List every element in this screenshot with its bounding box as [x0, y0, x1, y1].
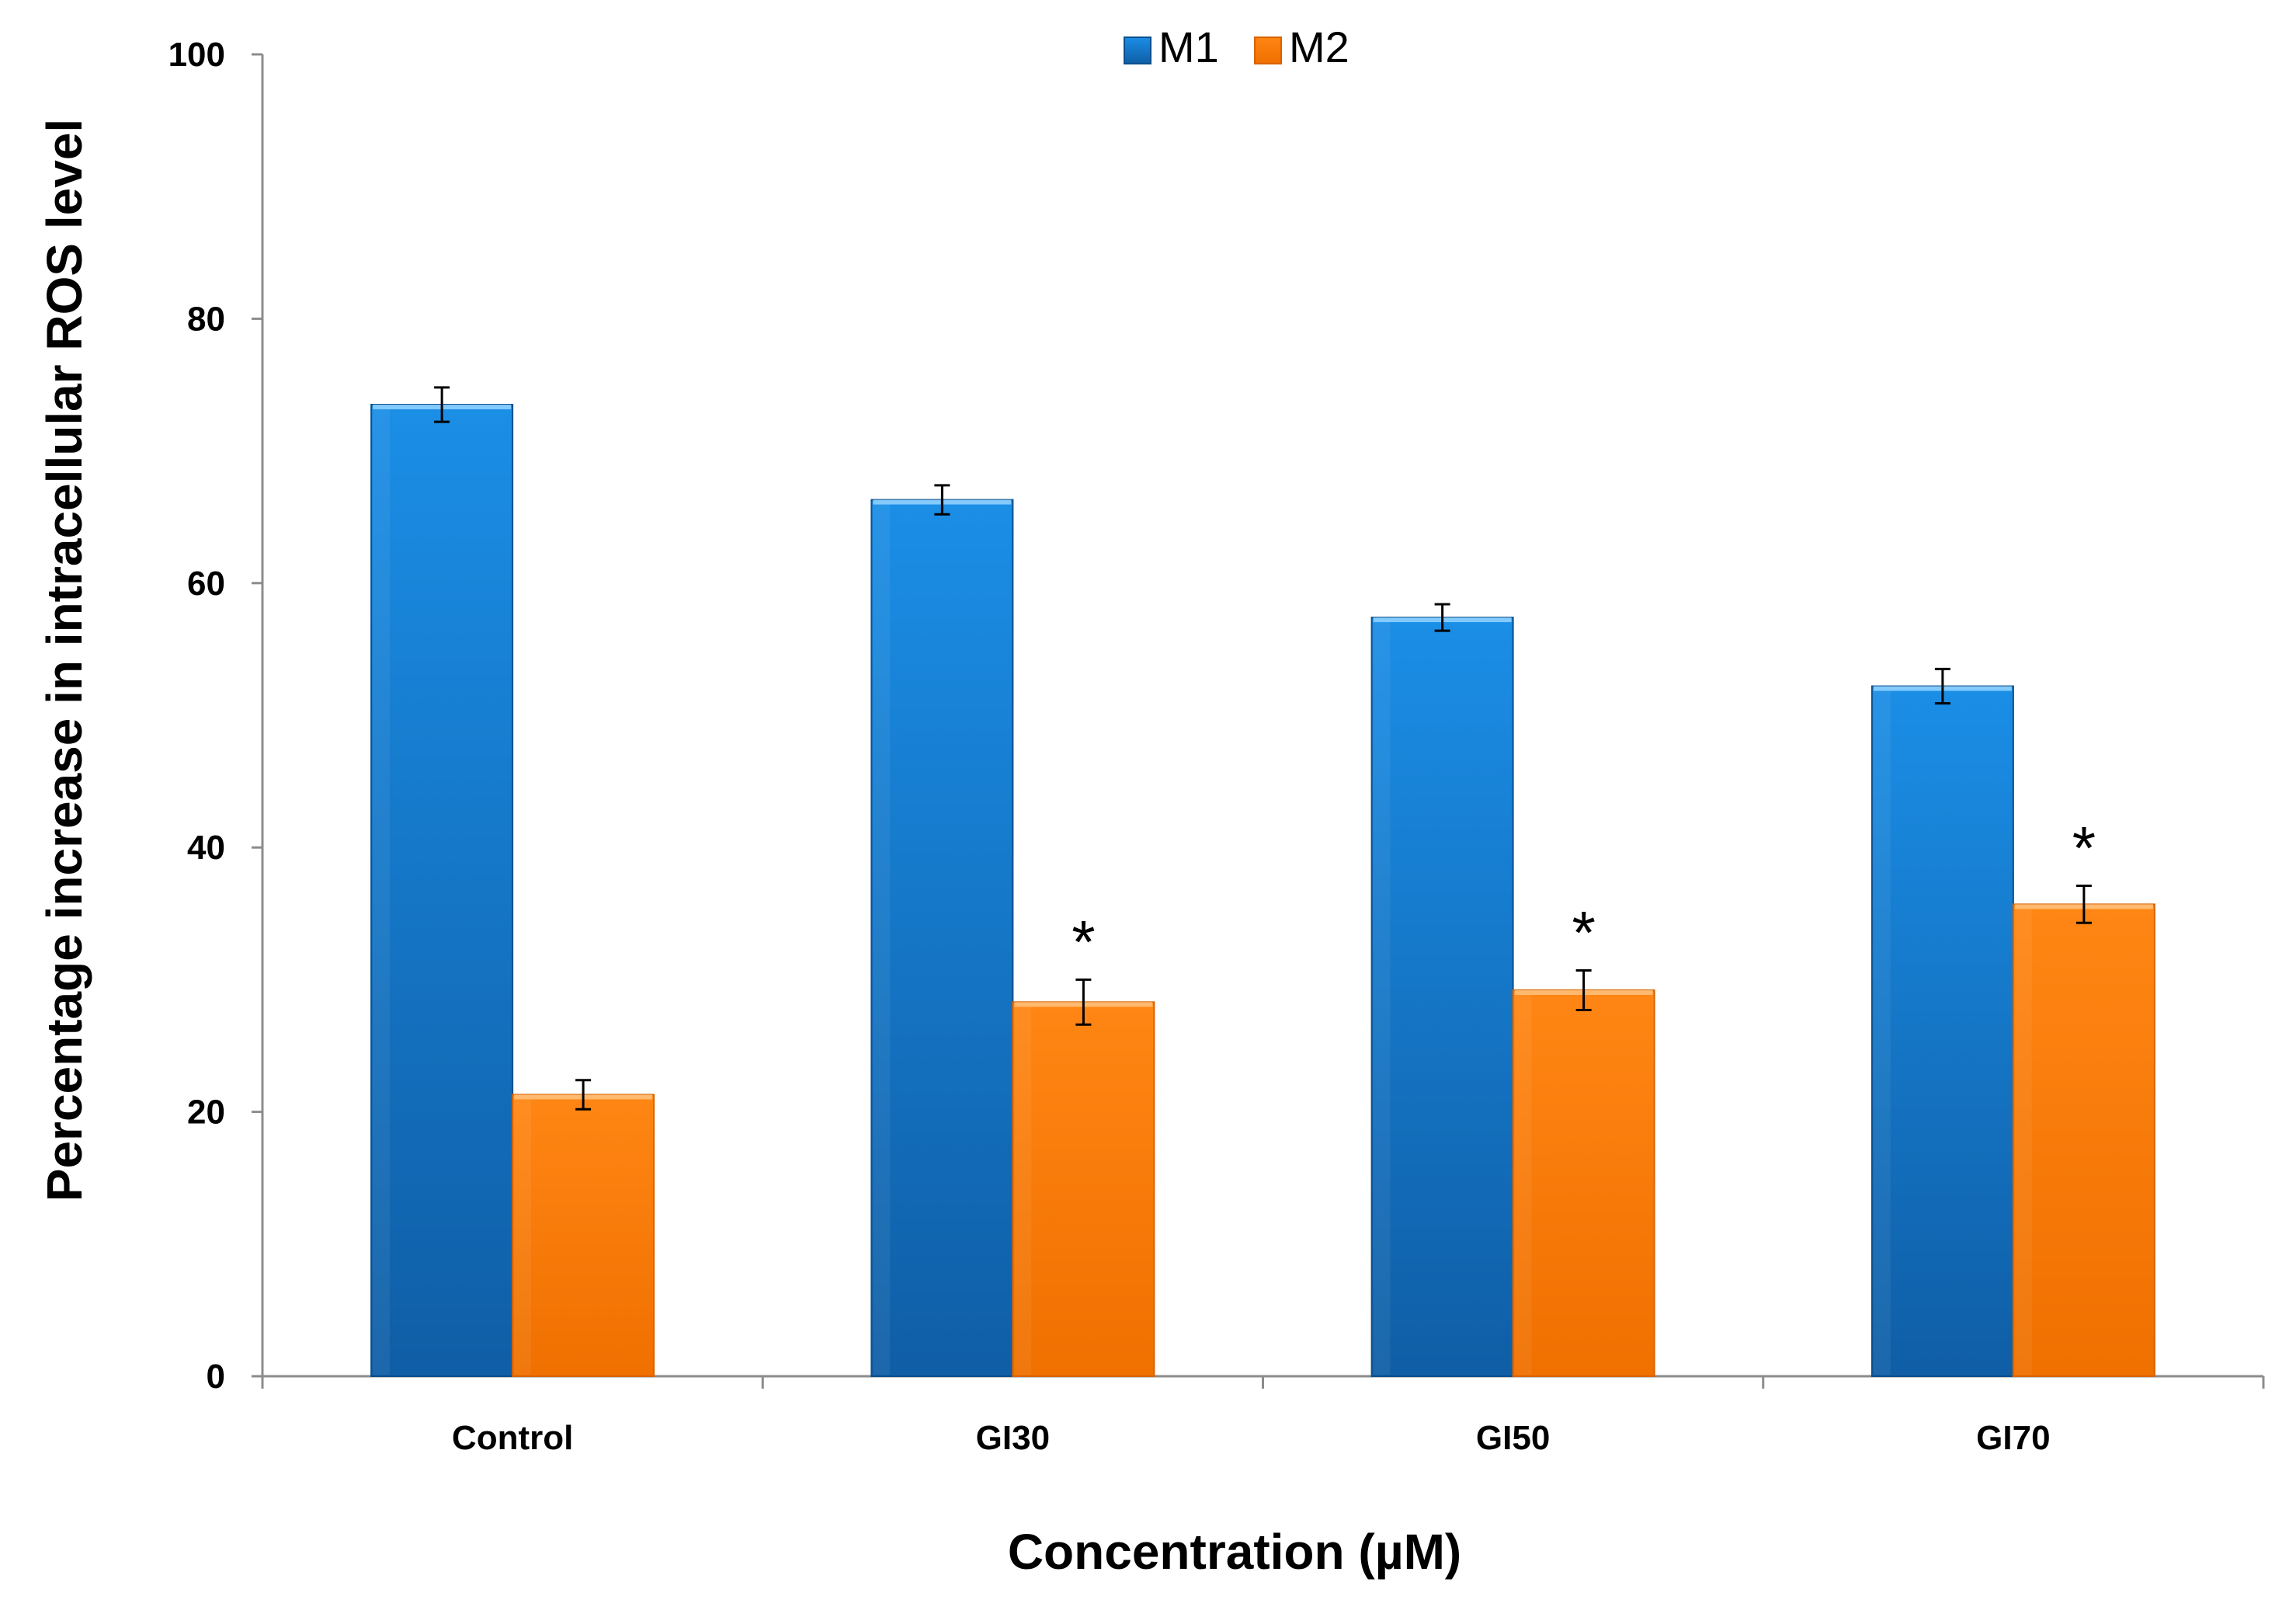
bar-side-highlight [373, 409, 390, 1375]
bar-side-highlight [1373, 622, 1391, 1375]
legend-label: M1 [1158, 23, 1219, 71]
error-bar [575, 1079, 592, 1111]
legend-item-m1: M1 [1124, 23, 1219, 71]
y-axis-title: Percentage increase in intracellular ROS… [36, 119, 92, 1201]
legend: M1 M2 [1124, 23, 1349, 71]
error-bar [934, 484, 950, 516]
error-bar [1075, 978, 1092, 1026]
x-tick-label: Control [452, 1419, 573, 1457]
bar-m2-gi70 [2012, 903, 2155, 1377]
bar-m1-gi50 [1370, 617, 1514, 1377]
error-bar [1575, 968, 1592, 1012]
bar-m1-control [370, 404, 514, 1377]
x-tick-label: GI30 [976, 1419, 1050, 1457]
error-bar [1434, 603, 1450, 632]
error-bar [434, 386, 450, 423]
x-tick-label: GI50 [1476, 1419, 1550, 1457]
annotations: * * * [1072, 814, 2096, 976]
x-axis-title: Concentration (µM) [1008, 1524, 1461, 1580]
y-tick-label: 80 [187, 300, 225, 338]
bar-side-highlight [2014, 909, 2032, 1375]
y-tick-label: 60 [187, 565, 225, 603]
y-tick-label: 100 [168, 36, 225, 74]
bar-m1-gi70 [1870, 685, 2014, 1377]
error-bar [1934, 667, 1950, 705]
bar-m2-control [512, 1094, 655, 1377]
legend-swatch [1124, 37, 1151, 64]
significance-asterisk: * [1072, 907, 1095, 975]
bar-side-highlight [514, 1099, 531, 1375]
legend-item-m2: M2 [1254, 23, 1349, 71]
legend-label: M2 [1289, 23, 1349, 71]
y-tick-label: 20 [187, 1094, 225, 1132]
bars [370, 404, 2155, 1377]
y-tick-label: 0 [207, 1358, 225, 1396]
error-bar [2075, 885, 2092, 924]
bar-m1-gi30 [870, 499, 1014, 1377]
x-tick-label: GI70 [1976, 1419, 2050, 1457]
x-axis: Control GI30 GI50 GI70 [261, 1375, 2265, 1457]
error-bars [434, 386, 2092, 1111]
bar-side-highlight [1014, 1007, 1032, 1375]
y-axis: 0 20 40 60 80 100 [168, 36, 264, 1396]
bar-side-highlight [1514, 995, 1532, 1375]
bar-m2-gi50 [1512, 989, 1655, 1377]
significance-asterisk: * [1572, 898, 1595, 966]
y-tick-label: 40 [187, 829, 225, 867]
significance-asterisk: * [2072, 814, 2096, 882]
legend-swatch [1254, 37, 1282, 64]
bar-side-highlight [1873, 690, 1891, 1375]
bar-m2-gi30 [1012, 1001, 1155, 1377]
bar-side-highlight [873, 504, 891, 1375]
